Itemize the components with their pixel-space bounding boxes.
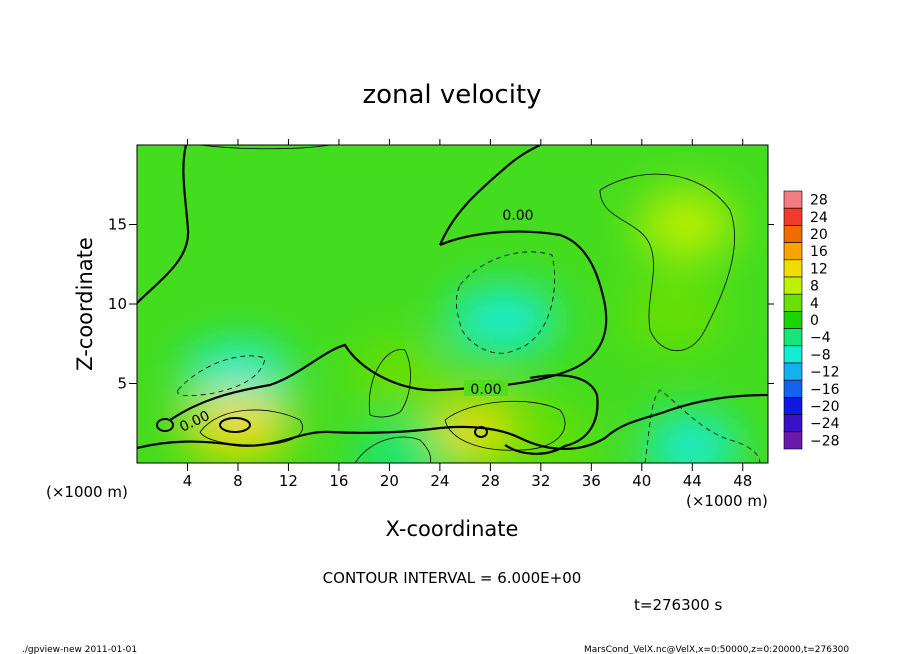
value-region	[644, 413, 741, 463]
colorbar-swatch	[783, 379, 803, 398]
contour-line	[199, 409, 303, 446]
contour-interval-text: CONTOUR INTERVAL = 6.000E+00	[323, 569, 582, 587]
colorbar-label: −16	[810, 382, 840, 398]
footer-left: ./gpview-new 2011-01-01	[22, 645, 137, 654]
colorbar-swatch	[783, 414, 803, 433]
y-tick-label: 10	[108, 295, 127, 313]
contour-closed	[474, 426, 488, 438]
x-tick-label: 36	[582, 472, 601, 490]
zero-contour	[504, 374, 599, 455]
zero-contour	[439, 230, 607, 306]
x-tick-label: 48	[733, 472, 752, 490]
y-tick-label: 15	[108, 216, 127, 234]
contour-lines	[137, 145, 768, 463]
colorbar-label: 8	[810, 279, 819, 295]
zero-contour	[137, 145, 190, 304]
label-background	[496, 206, 540, 222]
colorbar-swatch	[783, 345, 803, 364]
contour-line	[199, 145, 331, 150]
contour-closed	[156, 418, 174, 432]
y-axis-label: Z-coordinate	[73, 237, 97, 371]
x-tick-label: 20	[380, 472, 399, 490]
x-axis: 4 8 12 16 20 24 28 32 36 40 44 48	[183, 139, 752, 490]
colorbar-label: −8	[810, 347, 831, 363]
colorbar-swatch	[783, 190, 803, 209]
zero-contour	[169, 304, 608, 421]
colorbar-swatch	[783, 362, 803, 381]
colorbar-swatch	[783, 311, 803, 329]
x-tick-label: 44	[683, 472, 702, 490]
colorbar-swatch	[783, 276, 803, 295]
colorbar-label: 28	[810, 193, 828, 209]
colorbar-label: 24	[810, 210, 828, 226]
chart-title: zonal velocity	[362, 80, 541, 110]
footer-right: MarsCond_VelX.nc@VelX,x=0:50000,z=0:2000…	[584, 645, 849, 654]
colorbar-swatch	[783, 328, 803, 347]
colorbar-swatch	[783, 293, 803, 312]
x-tick-label: 24	[430, 472, 449, 490]
contour-line	[599, 173, 735, 352]
colorbar-swatch	[783, 397, 803, 415]
value-region	[637, 190, 734, 259]
x-tick-label: 40	[632, 472, 651, 490]
value-region	[625, 277, 722, 346]
colorbar-swatch	[783, 259, 803, 278]
contour-label: 0.00	[470, 382, 501, 398]
contour-line	[444, 400, 566, 451]
colorbar-label: −4	[810, 330, 831, 346]
colorbar-label: 12	[810, 261, 828, 277]
value-region	[182, 341, 293, 410]
time-text: t=276300 s	[634, 596, 722, 614]
y-unit-label: (×1000 m)	[46, 483, 128, 501]
contour-line	[456, 251, 555, 354]
value-region	[354, 424, 451, 463]
contour-label: 0.00	[502, 208, 533, 224]
value-region	[354, 341, 451, 410]
x-tick-label: 32	[531, 472, 550, 490]
x-unit-label: (×1000 m)	[686, 492, 768, 510]
value-region	[447, 285, 558, 354]
contour-line	[368, 349, 411, 418]
colorbar-label: 20	[810, 227, 828, 243]
colorbar-label: 4	[810, 296, 819, 312]
label-background	[464, 380, 508, 396]
colorbar-label: −28	[810, 433, 840, 449]
contour-line	[354, 436, 432, 463]
contour-closed	[219, 417, 251, 433]
colorbar-label: −24	[810, 416, 840, 432]
x-tick-label: 4	[183, 472, 193, 490]
contour-line	[177, 355, 266, 397]
contour-line	[644, 389, 761, 463]
x-tick-label: 16	[329, 472, 348, 490]
colorbar-swatch	[783, 225, 803, 243]
zero-contour	[438, 145, 541, 246]
x-tick-label: 8	[233, 472, 243, 490]
zero-contour	[137, 393, 768, 450]
colorbar-label: −20	[810, 399, 840, 415]
x-axis-label: X-coordinate	[386, 517, 519, 541]
colorbar-swatch	[783, 207, 803, 226]
colorbar-swatch	[783, 431, 803, 450]
colorbar-label: −12	[810, 365, 840, 381]
colorbar-swatch	[783, 242, 803, 261]
colorbar-label: 16	[810, 244, 828, 260]
x-tick-label: 12	[279, 472, 298, 490]
y-axis: 5 10 15	[108, 216, 774, 393]
colorbar-label: 0	[810, 313, 819, 329]
y-tick-label: 5	[117, 375, 127, 393]
x-tick-label: 28	[481, 472, 500, 490]
